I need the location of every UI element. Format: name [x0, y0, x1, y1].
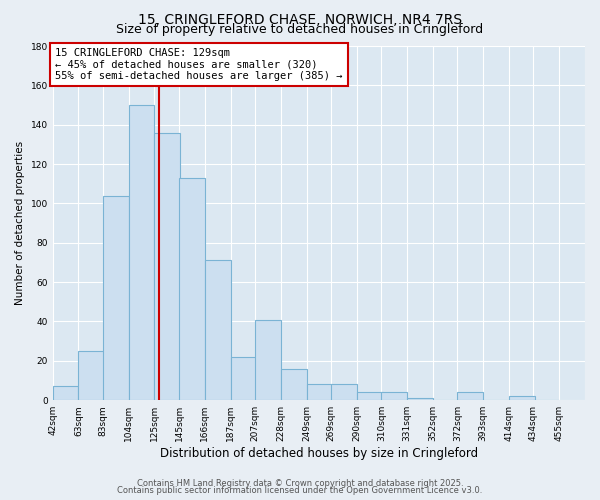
- Text: Contains HM Land Registry data © Crown copyright and database right 2025.: Contains HM Land Registry data © Crown c…: [137, 478, 463, 488]
- Bar: [509, 396, 535, 400]
- Text: Size of property relative to detached houses in Cringleford: Size of property relative to detached ho…: [116, 22, 484, 36]
- Text: 15, CRINGLEFORD CHASE, NORWICH, NR4 7RS: 15, CRINGLEFORD CHASE, NORWICH, NR4 7RS: [138, 12, 462, 26]
- Bar: [154, 132, 180, 400]
- Bar: [79, 351, 104, 400]
- Bar: [255, 320, 281, 400]
- Bar: [357, 392, 383, 400]
- Bar: [103, 196, 129, 400]
- Text: 15 CRINGLEFORD CHASE: 129sqm
← 45% of detached houses are smaller (320)
55% of s: 15 CRINGLEFORD CHASE: 129sqm ← 45% of de…: [55, 48, 343, 81]
- Bar: [53, 386, 79, 400]
- Bar: [179, 178, 205, 400]
- X-axis label: Distribution of detached houses by size in Cringleford: Distribution of detached houses by size …: [160, 447, 478, 460]
- Bar: [230, 357, 256, 400]
- Bar: [407, 398, 433, 400]
- Bar: [205, 260, 230, 400]
- Bar: [129, 105, 154, 400]
- Bar: [331, 384, 357, 400]
- Text: Contains public sector information licensed under the Open Government Licence v3: Contains public sector information licen…: [118, 486, 482, 495]
- Bar: [457, 392, 483, 400]
- Y-axis label: Number of detached properties: Number of detached properties: [15, 141, 25, 305]
- Bar: [281, 368, 307, 400]
- Bar: [307, 384, 332, 400]
- Bar: [382, 392, 407, 400]
